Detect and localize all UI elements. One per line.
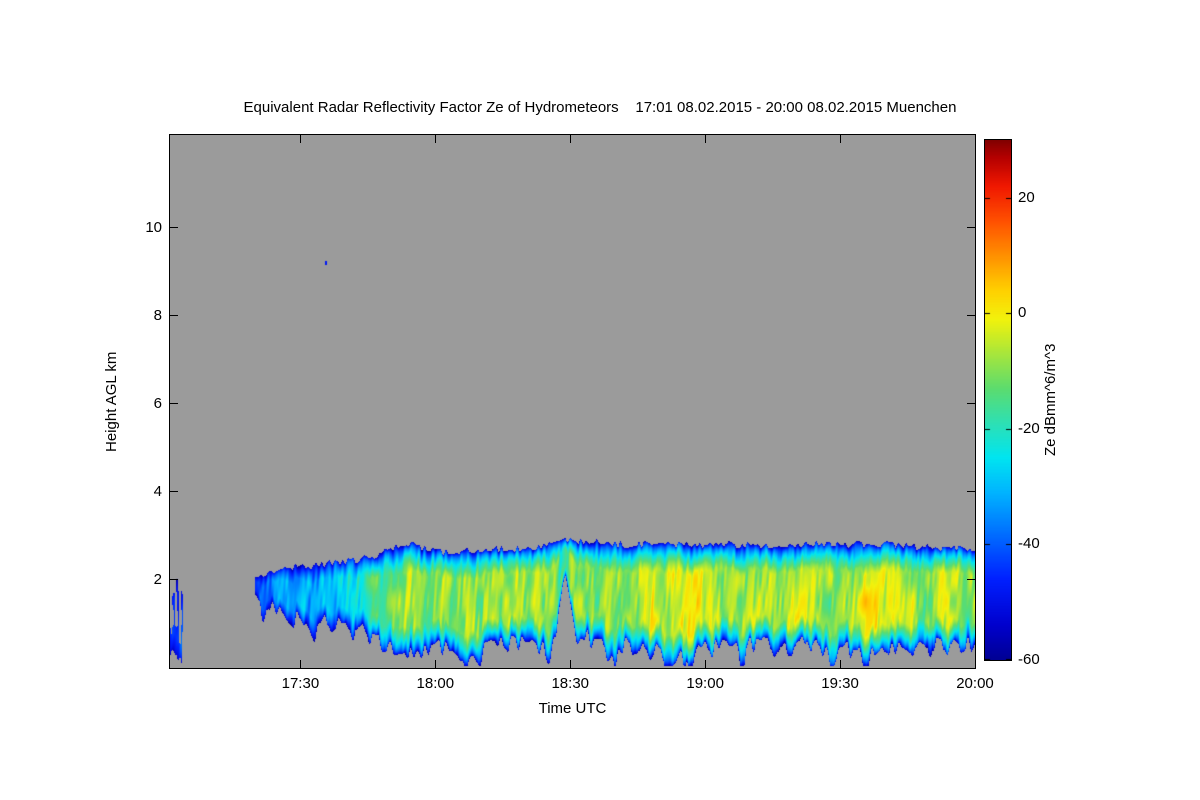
colorbar-tick-label: 20 [1018, 188, 1035, 206]
y-tick-label: 2 [153, 570, 162, 588]
plot-area [169, 134, 976, 669]
colorbar-canvas [985, 140, 1011, 660]
y-tick-mark [170, 579, 178, 581]
y-tick-mark [170, 403, 178, 405]
x-tick-mark [299, 135, 301, 143]
x-tick-mark [974, 135, 976, 143]
heatmap-canvas [170, 135, 975, 668]
chart-title: Equivalent Radar Reflectivity Factor Ze … [243, 99, 957, 116]
colorbar [984, 139, 1012, 661]
x-tick-mark [839, 135, 841, 143]
y-tick-mark [170, 227, 178, 228]
x-tick-label: 18:30 [551, 675, 590, 692]
y-tick-label: 10 [145, 218, 162, 236]
y-tick-mark [967, 403, 975, 405]
colorbar-tick-label: -20 [1018, 419, 1040, 437]
x-tick-label: 20:00 [956, 675, 994, 692]
x-tick-label: 19:00 [686, 675, 724, 692]
colorbar-tick-label: -60 [1018, 651, 1040, 668]
y-tick-label: 8 [153, 306, 162, 324]
x-tick-mark [299, 660, 301, 668]
y-tick-label: 6 [153, 394, 162, 412]
x-tick-mark [434, 135, 436, 143]
x-tick-mark [569, 135, 571, 143]
x-tick-mark [704, 135, 706, 143]
y-tick-mark [967, 227, 975, 228]
y-tick-mark [967, 491, 975, 493]
x-tick-label: 18:00 [416, 675, 455, 692]
colorbar-label: Ze dBmm^6/m^3 [1042, 343, 1059, 457]
y-tick-label: 4 [153, 482, 162, 500]
x-tick-mark [704, 660, 706, 668]
x-tick-mark [569, 660, 571, 668]
x-tick-mark [839, 660, 841, 668]
x-tick-label: 19:30 [821, 675, 859, 692]
y-tick-mark [967, 579, 975, 581]
y-tick-mark [170, 491, 178, 493]
x-axis-label: Time UTC [538, 700, 607, 717]
x-tick-mark [974, 660, 976, 668]
y-tick-mark [967, 315, 975, 317]
y-tick-mark [170, 315, 178, 317]
colorbar-tick-label: -40 [1018, 535, 1040, 553]
x-tick-label: 17:30 [281, 675, 320, 692]
x-tick-mark [434, 660, 436, 668]
colorbar-tick-label: 0 [1018, 304, 1027, 322]
